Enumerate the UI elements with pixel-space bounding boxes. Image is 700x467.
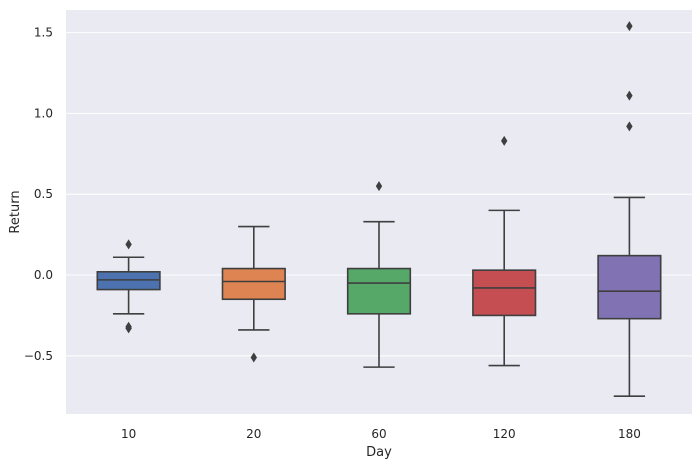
outlier-marker [501, 135, 508, 146]
outlier-marker [626, 21, 633, 32]
box-10 [96, 239, 161, 334]
y-tick-label: 1.5 [34, 26, 53, 40]
box-120 [472, 135, 537, 367]
x-tick-label: 60 [371, 427, 386, 441]
outlier-marker [375, 181, 383, 192]
y-tick-labels: −0.5 0.0 0.5 1.0 1.5 [24, 26, 53, 363]
y-tick-label: 1.0 [34, 106, 53, 120]
box-60 [346, 181, 412, 368]
iqr-box [597, 254, 662, 320]
iqr-box [346, 267, 412, 315]
box-180 [597, 21, 662, 398]
y-tick-label: −0.5 [24, 349, 53, 363]
x-tick-label: 20 [246, 427, 261, 441]
boxes-group [96, 21, 662, 398]
x-tick-label: 10 [121, 427, 136, 441]
x-tick-label: 180 [618, 427, 641, 441]
outlier-marker [125, 323, 132, 334]
x-axis-label: Day [366, 445, 392, 460]
y-tick-label: 0.5 [34, 187, 53, 201]
y-axis-label: Return [8, 190, 23, 233]
x-tick-labels: 10 20 60 120 180 [121, 427, 641, 441]
box-20 [221, 225, 286, 363]
outlier-marker [626, 90, 633, 101]
iqr-box [221, 267, 286, 301]
outlier-marker [626, 121, 633, 132]
outlier-marker [250, 352, 257, 363]
x-tick-label: 120 [493, 427, 516, 441]
y-tick-label: 0.0 [34, 268, 53, 282]
iqr-box [96, 270, 161, 291]
outlier-marker [125, 239, 132, 250]
iqr-box [472, 269, 537, 317]
